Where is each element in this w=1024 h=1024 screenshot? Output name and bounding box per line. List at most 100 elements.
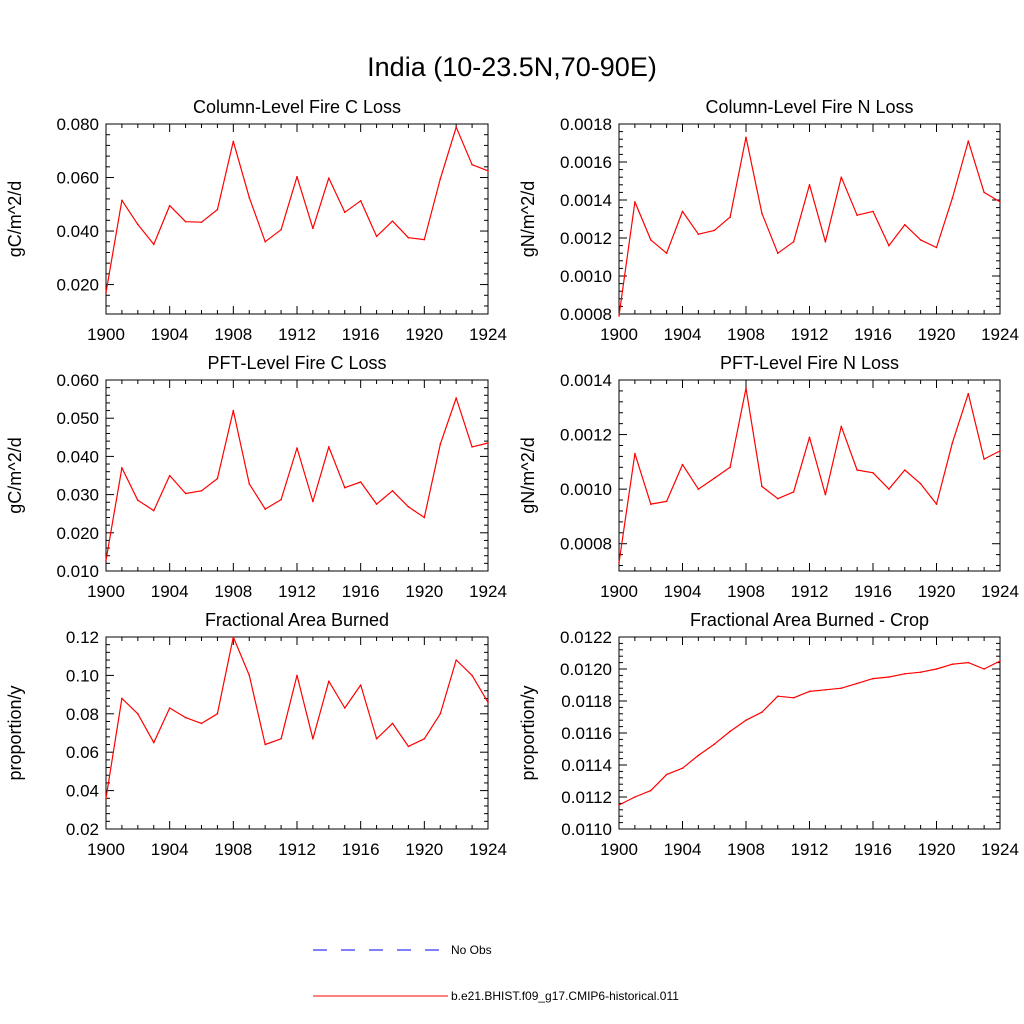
panel-title: Fractional Area Burned bbox=[205, 610, 389, 630]
data-point bbox=[232, 636, 235, 638]
data-point bbox=[888, 488, 890, 490]
y-tick-label: 0.0114 bbox=[561, 756, 612, 775]
y-tick-label: 0.10 bbox=[66, 666, 99, 685]
data-point bbox=[407, 745, 410, 748]
data-point bbox=[792, 241, 795, 243]
x-tick-label: 1920 bbox=[405, 325, 443, 344]
chart-panel-fractional-area-burned-crop: Fractional Area Burned - Crop 1900 1904 190… bbox=[518, 610, 1019, 859]
x-tick-label: 1912 bbox=[791, 582, 829, 601]
data-point bbox=[903, 469, 906, 471]
y-tick-label: 0.02 bbox=[66, 820, 99, 839]
data-point bbox=[665, 500, 668, 503]
x-tick-label: 1900 bbox=[87, 582, 125, 601]
x-tick-label: 1912 bbox=[791, 840, 829, 859]
data-point bbox=[792, 491, 795, 493]
x-tick-label: 1920 bbox=[405, 582, 443, 601]
y-tick-label: 0.0008 bbox=[560, 535, 612, 554]
data-point bbox=[137, 713, 139, 715]
y-tick-label: 0.0122 bbox=[560, 628, 612, 647]
data-point bbox=[471, 163, 473, 166]
series-line bbox=[105, 126, 489, 293]
data-point bbox=[634, 201, 636, 203]
data-point bbox=[248, 196, 251, 199]
x-tick-label: 1900 bbox=[600, 840, 638, 859]
y-tick-label: 0.060 bbox=[56, 169, 99, 188]
data-point bbox=[808, 436, 811, 439]
x-tick-label: 1904 bbox=[151, 840, 189, 859]
x-tick-label: 1900 bbox=[87, 325, 125, 344]
data-point bbox=[375, 737, 378, 740]
x-tick-label: 1920 bbox=[405, 840, 443, 859]
data-point bbox=[216, 208, 219, 211]
series-line bbox=[105, 397, 489, 561]
y-tick-label: 0.06 bbox=[66, 743, 99, 762]
data-point bbox=[919, 239, 922, 241]
data-point bbox=[200, 722, 203, 725]
x-tick-label: 1916 bbox=[854, 325, 892, 344]
data-point bbox=[232, 140, 235, 143]
data-point bbox=[681, 463, 684, 466]
data-point bbox=[729, 466, 731, 469]
data-point bbox=[264, 508, 266, 510]
data-point bbox=[808, 184, 811, 186]
data-point bbox=[439, 713, 442, 715]
data-point bbox=[681, 767, 684, 769]
x-tick-label: 1920 bbox=[918, 840, 956, 859]
data-point bbox=[137, 223, 139, 226]
x-tick-label: 1904 bbox=[664, 582, 702, 601]
data-point bbox=[888, 676, 890, 678]
data-point bbox=[280, 228, 282, 231]
y-tick-label: 0.0110 bbox=[561, 820, 612, 839]
x-tick-label: 1912 bbox=[278, 840, 316, 859]
data-point bbox=[152, 509, 155, 512]
y-axis-label: gC/m^2/d bbox=[5, 437, 25, 513]
data-point bbox=[634, 796, 636, 798]
y-tick-label: 0.0010 bbox=[560, 267, 612, 286]
data-point bbox=[888, 244, 890, 247]
y-tick-label: 0.010 bbox=[56, 562, 99, 581]
y-tick-label: 0.080 bbox=[56, 115, 99, 134]
data-point bbox=[455, 126, 457, 129]
data-point bbox=[697, 488, 700, 490]
data-point bbox=[761, 212, 763, 215]
data-point bbox=[439, 443, 442, 445]
data-point bbox=[983, 191, 985, 194]
data-point bbox=[105, 797, 107, 800]
x-tick-label: 1912 bbox=[278, 325, 316, 344]
legend: No Obs b.e21.BHIST.f09_g17.CMIP6-histori… bbox=[313, 943, 679, 1003]
data-point bbox=[919, 671, 922, 673]
data-point bbox=[935, 246, 938, 249]
data-point bbox=[713, 477, 716, 480]
data-point bbox=[423, 238, 426, 241]
chart-panel-pft-level-fire-c-loss: PFT-Level Fire C Loss 1900 1904 1908 1912 191… bbox=[5, 353, 507, 601]
data-point bbox=[745, 719, 747, 721]
data-point bbox=[248, 674, 251, 677]
x-tick-label: 1908 bbox=[727, 582, 765, 601]
data-point bbox=[967, 661, 970, 664]
plot-frame bbox=[618, 379, 1001, 572]
data-point bbox=[121, 697, 123, 700]
data-point bbox=[328, 177, 330, 179]
y-tick-label: 0.0012 bbox=[560, 426, 612, 445]
y-tick-label: 0.0012 bbox=[560, 229, 612, 248]
x-tick-label: 1924 bbox=[981, 840, 1019, 859]
x-tick-label: 1908 bbox=[214, 582, 252, 601]
data-point bbox=[967, 392, 970, 395]
data-point bbox=[856, 469, 858, 471]
chart-panel-column-level-fire-n-loss: Column-Level Fire N Loss 1900 1904 1908 1912… bbox=[518, 97, 1019, 344]
data-point bbox=[121, 199, 123, 202]
y-axis-label: gN/m^2/d bbox=[518, 437, 538, 513]
data-point bbox=[391, 722, 394, 725]
data-point bbox=[359, 684, 362, 686]
data-point bbox=[359, 200, 362, 202]
data-point bbox=[903, 223, 906, 226]
data-point bbox=[776, 497, 779, 500]
data-point bbox=[935, 503, 938, 505]
data-point bbox=[168, 707, 171, 709]
data-point bbox=[439, 178, 442, 180]
figure-title: India (10-23.5N,70-90E) bbox=[367, 52, 657, 82]
data-point bbox=[455, 659, 457, 661]
data-point bbox=[729, 730, 731, 733]
plot-frame bbox=[105, 379, 489, 572]
data-point bbox=[903, 673, 906, 675]
